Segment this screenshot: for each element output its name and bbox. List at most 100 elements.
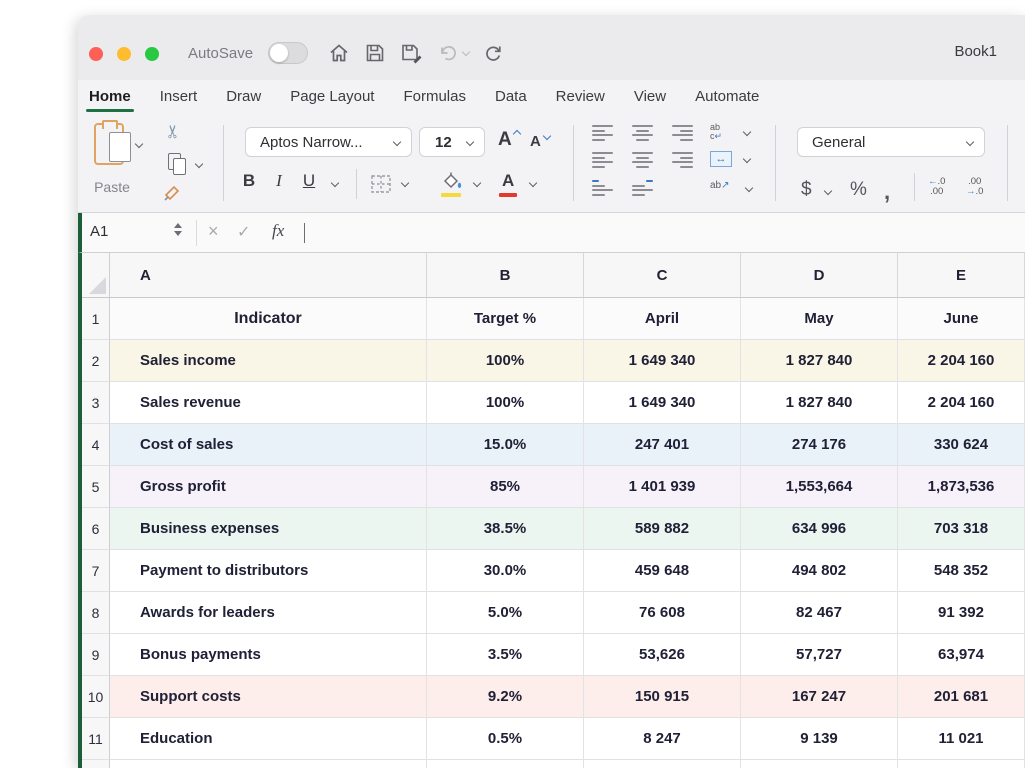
cell-A4[interactable]: Cost of sales: [110, 424, 427, 466]
cell-B7[interactable]: 30.0%: [427, 550, 584, 592]
zoom-window-button[interactable]: [145, 47, 159, 61]
tab-formulas[interactable]: Formulas: [403, 88, 466, 105]
cell-B8[interactable]: 5.0%: [427, 592, 584, 634]
cell-A10[interactable]: Support costs: [110, 676, 427, 718]
cell-D8[interactable]: 82 467: [741, 592, 898, 634]
fill-color-bucket-icon[interactable]: [440, 171, 464, 196]
row-header-6[interactable]: 6: [82, 508, 110, 550]
cell-E5[interactable]: 1,873,536: [898, 466, 1025, 508]
decrease-decimal-icon[interactable]: ←.0 .00: [928, 177, 945, 197]
undo-dropdown-chevron-icon[interactable]: [461, 47, 471, 57]
fill-color-chevron-icon[interactable]: [472, 178, 482, 188]
tab-review[interactable]: Review: [555, 88, 605, 105]
stepper-down-icon[interactable]: [174, 231, 182, 236]
cell-A8[interactable]: Awards for leaders: [110, 592, 427, 634]
align-bottom-icon[interactable]: [672, 125, 693, 141]
align-middle-icon[interactable]: [632, 125, 653, 141]
orientation-chevron-icon[interactable]: [744, 183, 754, 193]
cell-E4[interactable]: 330 624: [898, 424, 1025, 466]
name-box[interactable]: A1: [90, 223, 109, 240]
cell-E7[interactable]: 548 352: [898, 550, 1025, 592]
shrink-font-button[interactable]: A: [530, 133, 541, 150]
italic-button[interactable]: I: [276, 171, 282, 190]
borders-icon[interactable]: [370, 173, 392, 200]
decrease-indent-icon[interactable]: [592, 180, 613, 196]
cell-E10[interactable]: 201 681: [898, 676, 1025, 718]
cell-C10[interactable]: 150 915: [584, 676, 741, 718]
underline-button[interactable]: U: [302, 171, 316, 190]
cell-D5[interactable]: 1,553,664: [741, 466, 898, 508]
cell-A9[interactable]: Bonus payments: [110, 634, 427, 676]
cell-D11[interactable]: 9 139: [741, 718, 898, 760]
row-header-3[interactable]: 3: [82, 382, 110, 424]
cell-E1[interactable]: June: [898, 298, 1025, 340]
save-as-icon[interactable]: [400, 42, 422, 64]
cell-B6[interactable]: 38.5%: [427, 508, 584, 550]
percent-format-button[interactable]: %: [850, 179, 867, 200]
cell-E[interactable]: [898, 760, 1025, 768]
cell-B2[interactable]: 100%: [427, 340, 584, 382]
cell-C1[interactable]: April: [584, 298, 741, 340]
cell-D[interactable]: [741, 760, 898, 768]
font-name-select[interactable]: Aptos Narrow...: [245, 127, 412, 157]
tab-draw[interactable]: Draw: [226, 88, 262, 105]
cell-C9[interactable]: 53,626: [584, 634, 741, 676]
insert-function-icon[interactable]: fx: [272, 221, 285, 240]
cell-B10[interactable]: 9.2%: [427, 676, 584, 718]
row-header-11[interactable]: 11: [82, 718, 110, 760]
select-all-button[interactable]: [82, 253, 110, 298]
number-format-select[interactable]: General: [797, 127, 985, 157]
currency-format-button[interactable]: $: [801, 179, 812, 200]
home-icon[interactable]: [328, 42, 350, 64]
wrap-text-chevron-icon[interactable]: [742, 127, 752, 137]
row-header-4[interactable]: 4: [82, 424, 110, 466]
bold-button[interactable]: B: [242, 171, 256, 190]
tab-insert[interactable]: Insert: [159, 88, 198, 105]
stepper-up-icon[interactable]: [174, 223, 182, 228]
cell-E8[interactable]: 91 392: [898, 592, 1025, 634]
cell-B9[interactable]: 3.5%: [427, 634, 584, 676]
row-header-8[interactable]: 8: [82, 592, 110, 634]
cell-D2[interactable]: 1 827 840: [741, 340, 898, 382]
tab-view[interactable]: View: [633, 88, 667, 105]
column-header-A[interactable]: A: [110, 253, 427, 298]
align-center-icon[interactable]: [632, 152, 653, 168]
copy-dropdown-chevron-icon[interactable]: [194, 159, 204, 169]
cell-C3[interactable]: 1 649 340: [584, 382, 741, 424]
currency-chevron-icon[interactable]: [823, 186, 833, 196]
cell-E2[interactable]: 2 204 160: [898, 340, 1025, 382]
save-icon[interactable]: [364, 42, 386, 64]
font-color-chevron-icon[interactable]: [528, 178, 538, 188]
text-orientation-icon[interactable]: ab↗: [710, 181, 730, 191]
paste-icon[interactable]: [94, 120, 131, 165]
underline-dropdown-chevron-icon[interactable]: [330, 178, 340, 188]
cell-D6[interactable]: 634 996: [741, 508, 898, 550]
cell-B11[interactable]: 0.5%: [427, 718, 584, 760]
cell-A11[interactable]: Education: [110, 718, 427, 760]
cell-A3[interactable]: Sales revenue: [110, 382, 427, 424]
undo-icon[interactable]: [436, 42, 458, 64]
merge-center-icon[interactable]: ↔: [710, 151, 732, 167]
format-painter-icon[interactable]: [162, 183, 182, 208]
borders-dropdown-chevron-icon[interactable]: [400, 178, 410, 188]
cell-A2[interactable]: Sales income: [110, 340, 427, 382]
wrap-text-icon[interactable]: ab c↵: [710, 123, 722, 141]
row-header-7[interactable]: 7: [82, 550, 110, 592]
column-header-B[interactable]: B: [427, 253, 584, 298]
cell-A5[interactable]: Gross profit: [110, 466, 427, 508]
merge-center-chevron-icon[interactable]: [742, 154, 752, 164]
cell-C7[interactable]: 459 648: [584, 550, 741, 592]
cell-B[interactable]: [427, 760, 584, 768]
column-header-C[interactable]: C: [584, 253, 741, 298]
cell-D3[interactable]: 1 827 840: [741, 382, 898, 424]
close-window-button[interactable]: [89, 47, 103, 61]
tab-home[interactable]: Home: [86, 83, 134, 112]
align-right-icon[interactable]: [672, 152, 693, 168]
cell-D10[interactable]: 167 247: [741, 676, 898, 718]
paste-dropdown-chevron-icon[interactable]: [134, 139, 144, 149]
tab-data[interactable]: Data: [494, 88, 527, 105]
align-top-icon[interactable]: [592, 125, 613, 141]
cell-B1[interactable]: Target %: [427, 298, 584, 340]
row-header-1[interactable]: 1: [82, 298, 110, 340]
comma-format-button[interactable]: ,: [884, 179, 891, 204]
